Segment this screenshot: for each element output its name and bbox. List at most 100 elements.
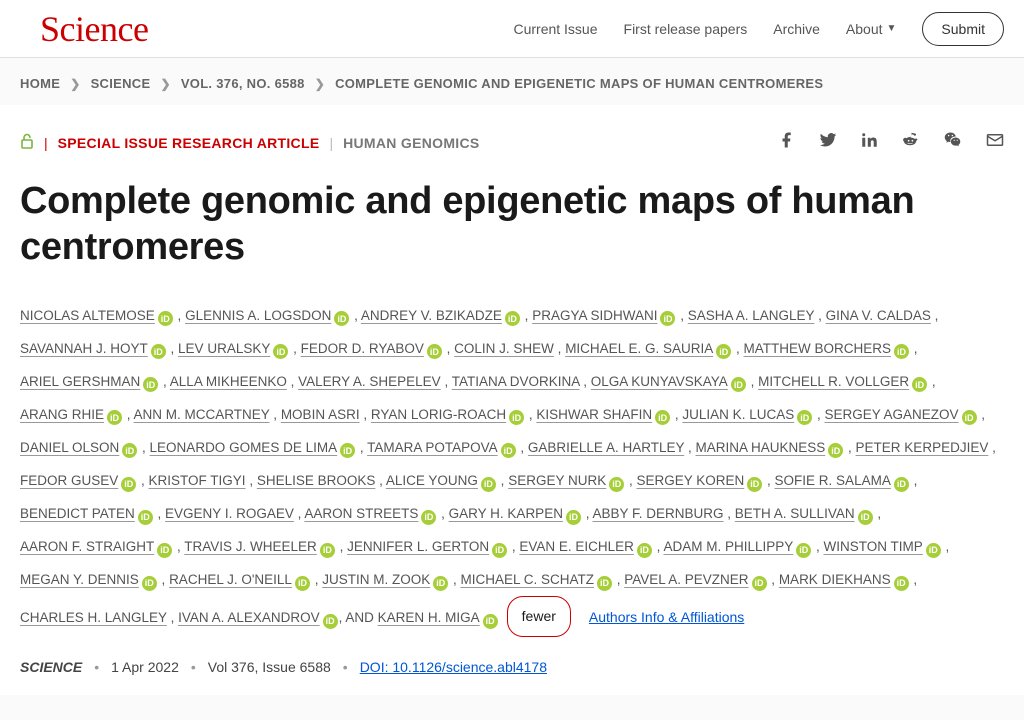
author-link[interactable]: PRAGYA SIDHWANI	[532, 308, 657, 323]
nav-first-release[interactable]: First release papers	[624, 21, 748, 37]
author-link[interactable]: RYAN LORIG-ROACH	[371, 407, 506, 422]
orcid-icon[interactable]: iD	[731, 377, 746, 392]
authors-info-link[interactable]: Authors Info & Affiliations	[589, 609, 744, 625]
author-link[interactable]: SERGEY AGANEZOV	[824, 407, 958, 422]
wechat-icon[interactable]	[942, 131, 964, 154]
orcid-icon[interactable]: iD	[655, 410, 670, 425]
orcid-icon[interactable]: iD	[501, 443, 516, 458]
author-link[interactable]: ANN M. MCCARTNEY	[134, 407, 270, 422]
orcid-icon[interactable]: iD	[334, 311, 349, 326]
nav-archive[interactable]: Archive	[773, 21, 820, 37]
author-link[interactable]: VALERY A. SHEPELEV	[298, 374, 441, 389]
author-link[interactable]: EVGENY I. ROGAEV	[165, 506, 294, 521]
orcid-icon[interactable]: iD	[158, 311, 173, 326]
author-link[interactable]: MARINA HAUKNESS	[696, 440, 826, 455]
author-link[interactable]: AARON F. STRAIGHT	[20, 539, 154, 554]
author-link[interactable]: SASHA A. LANGLEY	[688, 308, 815, 323]
orcid-icon[interactable]: iD	[747, 477, 762, 492]
author-link[interactable]: GABRIELLE A. HARTLEY	[528, 440, 684, 455]
author-link[interactable]: SERGEY KOREN	[636, 473, 744, 488]
orcid-icon[interactable]: iD	[796, 543, 811, 558]
author-link[interactable]: NICOLAS ALTEMOSE	[20, 308, 155, 323]
author-link[interactable]: OLGA KUNYAVSKAYA	[591, 374, 728, 389]
facebook-icon[interactable]	[778, 131, 796, 154]
author-link[interactable]: MICHAEL E. G. SAURIA	[565, 341, 713, 356]
author-link[interactable]: FEDOR GUSEV	[20, 473, 118, 488]
author-link[interactable]: LEV URALSKY	[178, 341, 270, 356]
orcid-icon[interactable]: iD	[752, 576, 767, 591]
nav-current-issue[interactable]: Current Issue	[513, 21, 597, 37]
breadcrumb-journal[interactable]: SCIENCE	[91, 76, 151, 91]
orcid-icon[interactable]: iD	[122, 443, 137, 458]
author-link[interactable]: JENNIFER L. GERTON	[347, 539, 489, 554]
author-link[interactable]: JUSTIN M. ZOOK	[322, 572, 430, 587]
orcid-icon[interactable]: iD	[797, 410, 812, 425]
author-link[interactable]: BETH A. SULLIVAN	[735, 506, 855, 521]
orcid-icon[interactable]: iD	[597, 576, 612, 591]
author-link[interactable]: KRISTOF TIGYI	[149, 473, 246, 488]
orcid-icon[interactable]: iD	[142, 576, 157, 591]
author-link[interactable]: BENEDICT PATEN	[20, 506, 135, 521]
author-link[interactable]: GLENNIS A. LOGSDON	[185, 308, 331, 323]
orcid-icon[interactable]: iD	[509, 410, 524, 425]
orcid-icon[interactable]: iD	[962, 410, 977, 425]
author-link[interactable]: WINSTON TIMP	[824, 539, 923, 554]
author-link[interactable]: KISHWAR SHAFIN	[536, 407, 652, 422]
orcid-icon[interactable]: iD	[858, 510, 873, 525]
author-link[interactable]: TATIANA DVORKINA	[452, 374, 580, 389]
author-link[interactable]: GINA V. CALDAS	[826, 308, 931, 323]
orcid-icon[interactable]: iD	[894, 576, 909, 591]
breadcrumb-volume[interactable]: VOL. 376, NO. 6588	[181, 76, 305, 91]
orcid-icon[interactable]: iD	[273, 344, 288, 359]
author-link[interactable]: MATTHEW BORCHERS	[744, 341, 892, 356]
fewer-button[interactable]: fewer	[507, 596, 571, 636]
breadcrumb-home[interactable]: HOME	[20, 76, 60, 91]
author-link[interactable]: ARANG RHIE	[20, 407, 104, 422]
author-link[interactable]: MITCHELL R. VOLLGER	[758, 374, 909, 389]
author-link[interactable]: FEDOR D. RYABOV	[301, 341, 424, 356]
author-link[interactable]: EVAN E. EICHLER	[519, 539, 634, 554]
orcid-icon[interactable]: iD	[320, 543, 335, 558]
orcid-icon[interactable]: iD	[637, 543, 652, 558]
orcid-icon[interactable]: iD	[427, 344, 442, 359]
author-link[interactable]: CHARLES H. LANGLEY	[20, 610, 167, 625]
author-link[interactable]: ANDREY V. BZIKADZE	[361, 308, 502, 323]
author-link[interactable]: LEONARDO GOMES DE LIMA	[150, 440, 338, 455]
orcid-icon[interactable]: iD	[894, 477, 909, 492]
author-link[interactable]: SAVANNAH J. HOYT	[20, 341, 148, 356]
orcid-icon[interactable]: iD	[481, 477, 496, 492]
author-link[interactable]: JULIAN K. LUCAS	[682, 407, 794, 422]
orcid-icon[interactable]: iD	[926, 543, 941, 558]
author-link[interactable]: MICHAEL C. SCHATZ	[460, 572, 594, 587]
reddit-icon[interactable]	[900, 131, 920, 154]
orcid-icon[interactable]: iD	[421, 510, 436, 525]
orcid-icon[interactable]: iD	[483, 614, 498, 629]
author-link[interactable]: ARIEL GERSHMAN	[20, 374, 140, 389]
linkedin-icon[interactable]	[860, 131, 878, 154]
orcid-icon[interactable]: iD	[151, 344, 166, 359]
author-link[interactable]: ALLA MIKHEENKO	[170, 374, 287, 389]
orcid-icon[interactable]: iD	[433, 576, 448, 591]
author-link[interactable]: DANIEL OLSON	[20, 440, 119, 455]
submit-button[interactable]: Submit	[922, 12, 1004, 46]
author-link[interactable]: IVAN A. ALEXANDROV	[178, 610, 320, 625]
orcid-icon[interactable]: iD	[566, 510, 581, 525]
author-link[interactable]: ADAM M. PHILLIPPY	[663, 539, 793, 554]
author-link[interactable]: TRAVIS J. WHEELER	[184, 539, 317, 554]
doi-link[interactable]: DOI: 10.1126/science.abl4178	[360, 659, 547, 675]
author-link[interactable]: AARON STREETS	[304, 506, 418, 521]
author-link[interactable]: MEGAN Y. DENNIS	[20, 572, 139, 587]
orcid-icon[interactable]: iD	[660, 311, 675, 326]
orcid-icon[interactable]: iD	[492, 543, 507, 558]
author-link[interactable]: MARK DIEKHANS	[779, 572, 891, 587]
author-link[interactable]: SOFIE R. SALAMA	[775, 473, 891, 488]
author-link[interactable]: PAVEL A. PEVZNER	[624, 572, 748, 587]
author-link[interactable]: GARY H. KARPEN	[449, 506, 563, 521]
twitter-icon[interactable]	[818, 131, 838, 154]
orcid-icon[interactable]: iD	[828, 443, 843, 458]
author-link[interactable]: COLIN J. SHEW	[454, 341, 554, 356]
author-link[interactable]: ABBY F. DERNBURG	[592, 506, 723, 521]
orcid-icon[interactable]: iD	[505, 311, 520, 326]
author-link[interactable]: TAMARA POTAPOVA	[367, 440, 498, 455]
orcid-icon[interactable]: iD	[121, 477, 136, 492]
